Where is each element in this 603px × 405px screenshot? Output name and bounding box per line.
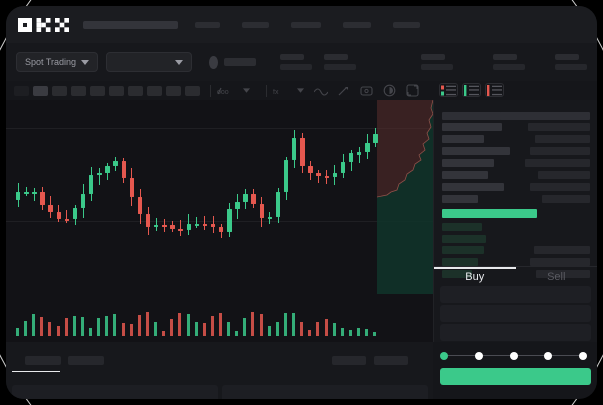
svg-text:ooo: ooo bbox=[217, 89, 229, 96]
svg-text:fx: fx bbox=[273, 89, 279, 96]
